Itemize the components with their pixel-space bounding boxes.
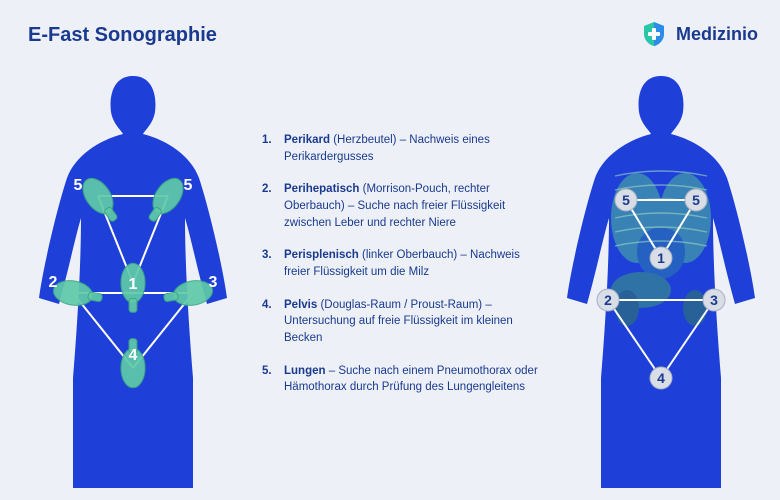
svg-text:1: 1 [657,250,665,266]
legend-item: 2. Perihepatisch (Morrison-Pouch, rechte… [262,181,542,231]
legend-number: 3. [262,247,276,264]
legend-item: 5. Lungen – Suche nach einem Pneumothora… [262,363,542,396]
svg-text:3: 3 [710,292,718,308]
page-title: E-Fast Sonographie [28,24,217,47]
svg-text:5: 5 [74,177,83,194]
svg-text:3: 3 [209,274,218,291]
svg-text:4: 4 [657,370,665,386]
legend-text: Lungen – Suche nach einem Pneumothorax o… [284,363,542,396]
legend-item: 3. Perisplenisch (linker Oberbauch) – Na… [262,247,542,280]
legend-number: 4. [262,297,276,314]
legend-text: Perihepatisch (Morrison-Pouch, rechter O… [284,181,542,231]
svg-text:2: 2 [49,274,58,291]
legend-number: 5. [262,363,276,380]
legend-item: 4. Pelvis (Douglas-Raum / Proust-Raum) –… [262,297,542,347]
brand-shield-icon [640,20,668,48]
brand: Medizinio [640,20,758,48]
svg-text:1: 1 [129,276,138,293]
legend-list: 1. Perikard (Herzbeutel) – Nachweis eine… [262,132,542,412]
legend-text: Pelvis (Douglas-Raum / Proust-Raum) – Un… [284,297,542,347]
legend-number: 1. [262,132,276,149]
legend-number: 2. [262,181,276,198]
svg-text:2: 2 [604,292,612,308]
svg-text:4: 4 [129,347,138,364]
figure-right: 5 5 1 2 3 4 [556,68,766,488]
brand-name: Medizinio [676,24,758,45]
svg-text:5: 5 [692,192,700,208]
legend-item: 1. Perikard (Herzbeutel) – Nachweis eine… [262,132,542,165]
svg-text:5: 5 [622,192,630,208]
svg-text:5: 5 [184,177,193,194]
legend-text: Perisplenisch (linker Oberbauch) – Nachw… [284,247,542,280]
legend-text: Perikard (Herzbeutel) – Nachweis eines P… [284,132,542,165]
figure-left: 5 5 1 2 3 [18,68,248,488]
